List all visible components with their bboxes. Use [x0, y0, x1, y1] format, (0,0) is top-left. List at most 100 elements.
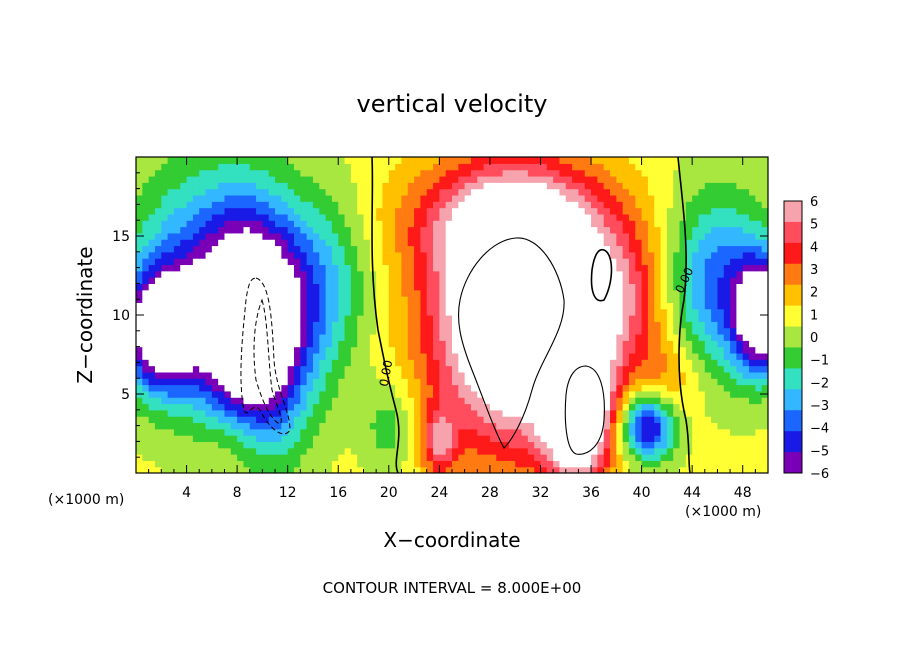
field-cell: [489, 289, 497, 297]
field-cell: [243, 333, 251, 341]
field-cell: [679, 232, 687, 240]
field-cell: [294, 277, 301, 284]
field-cell: [230, 157, 238, 164]
field-cell: [489, 466, 497, 473]
field-cell: [218, 422, 226, 430]
field-cell: [685, 441, 693, 449]
field-cell: [300, 416, 308, 424]
field-cell: [350, 251, 358, 259]
field-cell: [218, 403, 226, 411]
field-cell: [414, 428, 421, 436]
field-cell: [136, 441, 143, 449]
field-cell: [647, 283, 655, 291]
field-cell: [704, 441, 712, 449]
field-cell: [433, 296, 440, 303]
field-cell: [458, 441, 466, 449]
field-cell: [534, 175, 542, 183]
field-cell: [414, 163, 421, 171]
field-cell: [331, 454, 339, 461]
field-cell: [249, 175, 257, 183]
field-cell: [685, 308, 693, 316]
field-cell: [331, 403, 339, 411]
field-cell: [711, 188, 719, 196]
field-cell: [578, 296, 586, 303]
field-cell: [508, 454, 516, 461]
field-cell: [249, 239, 257, 247]
field-cell: [287, 428, 295, 436]
field-cell: [369, 258, 377, 266]
field-cell: [426, 289, 434, 297]
field-cell: [584, 207, 592, 215]
field-cell: [742, 232, 750, 240]
field-cell: [578, 245, 586, 253]
field-cell: [584, 441, 592, 449]
field-cell: [666, 308, 674, 316]
field-cell: [401, 454, 409, 461]
field-cell: [205, 321, 213, 329]
field-cell: [319, 232, 327, 240]
field-cell: [502, 327, 510, 335]
field-cell: [559, 296, 567, 303]
field-cell: [186, 384, 194, 392]
field-cell: [211, 346, 219, 354]
field-cell: [148, 403, 156, 411]
field-cell: [275, 226, 282, 234]
field-cell: [325, 422, 333, 430]
field-cell: [294, 201, 301, 209]
field-cell: [597, 460, 605, 468]
field-cell: [363, 365, 371, 373]
field-cell: [249, 403, 257, 411]
field-cell: [224, 163, 232, 171]
field-cell: [534, 416, 542, 424]
field-cell: [679, 346, 687, 354]
field-cell: [534, 302, 542, 310]
field-cell: [350, 466, 358, 473]
field-cell: [224, 258, 232, 266]
field-cell: [312, 340, 320, 348]
field-cell: [521, 352, 529, 360]
field-cell: [578, 378, 586, 386]
field-cell: [452, 346, 459, 354]
field-cell: [300, 264, 308, 272]
field-cell: [730, 296, 737, 303]
field-cell: [414, 422, 421, 430]
field-cell: [281, 333, 289, 341]
field-cell: [218, 333, 226, 341]
field-cell: [363, 435, 371, 442]
field-cell: [433, 321, 440, 329]
field-cell: [628, 270, 636, 278]
field-cell: [388, 378, 396, 386]
field-cell: [508, 289, 516, 297]
field-cell: [458, 403, 466, 411]
field-cell: [704, 302, 712, 310]
field-cell: [414, 327, 421, 335]
field-cell: [445, 384, 453, 392]
field-cell: [673, 157, 681, 164]
field-cell: [565, 283, 573, 291]
field-cell: [344, 390, 352, 398]
field-cell: [281, 352, 289, 360]
field-cell: [603, 188, 611, 196]
field-cell: [698, 239, 706, 247]
field-cell: [281, 258, 289, 266]
field-cell: [641, 220, 649, 228]
field-cell: [572, 239, 579, 247]
field-cell: [483, 460, 491, 468]
field-cell: [395, 315, 403, 322]
field-cell: [173, 333, 181, 341]
field-cell: [306, 245, 314, 253]
field-cell: [344, 403, 352, 411]
field-cell: [256, 340, 263, 348]
field-cell: [610, 182, 617, 190]
field-cell: [262, 157, 270, 164]
field-cell: [603, 232, 611, 240]
field-cell: [243, 454, 251, 461]
field-cell: [622, 226, 630, 234]
field-cell: [723, 226, 731, 234]
field-cell: [502, 157, 510, 164]
field-cell: [572, 258, 579, 266]
field-cell: [559, 403, 567, 411]
field-cell: [173, 390, 181, 398]
field-cell: [382, 378, 390, 386]
field-cell: [445, 270, 453, 278]
